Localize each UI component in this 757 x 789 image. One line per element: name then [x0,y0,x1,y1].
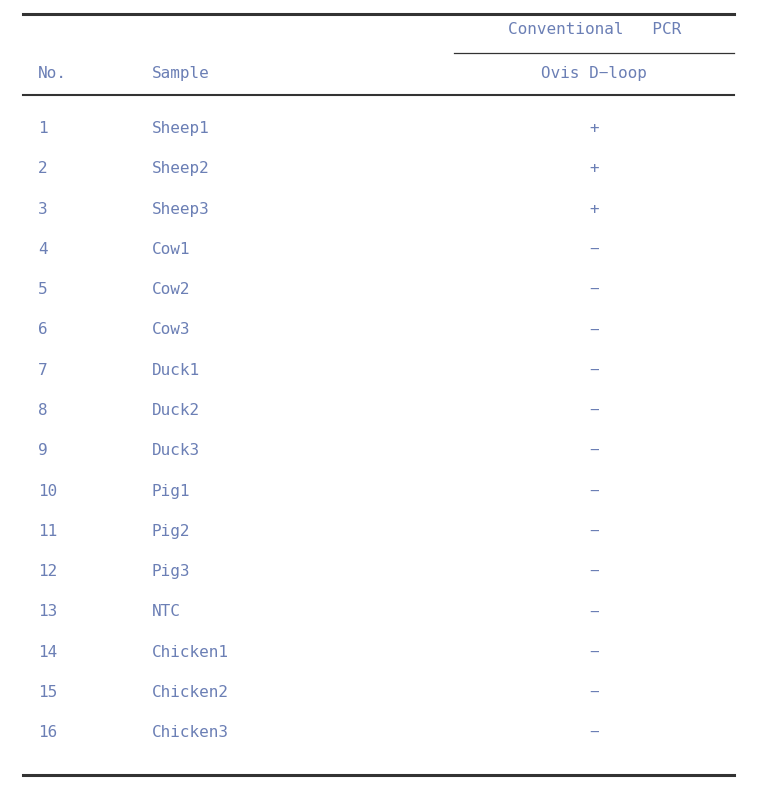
Text: −: − [590,685,599,700]
Text: −: − [590,282,599,297]
Text: −: − [590,524,599,539]
Text: 11: 11 [38,524,57,539]
Text: −: − [590,484,599,499]
Text: Duck3: Duck3 [151,443,200,458]
Text: Pig3: Pig3 [151,564,190,579]
Text: +: + [590,161,599,176]
Text: Conventional   PCR: Conventional PCR [508,21,681,37]
Text: Duck1: Duck1 [151,363,200,378]
Text: −: − [590,725,599,740]
Text: Cow2: Cow2 [151,282,190,297]
Text: −: − [590,363,599,378]
Text: 6: 6 [38,323,48,338]
Text: 8: 8 [38,403,48,418]
Text: +: + [590,121,599,136]
Text: Chicken2: Chicken2 [151,685,229,700]
Text: −: − [590,645,599,660]
Text: −: − [590,323,599,338]
Text: 14: 14 [38,645,57,660]
Text: Chicken3: Chicken3 [151,725,229,740]
Text: Chicken1: Chicken1 [151,645,229,660]
Text: Sheep1: Sheep1 [151,121,209,136]
Text: −: − [590,403,599,418]
Text: 16: 16 [38,725,57,740]
Text: 9: 9 [38,443,48,458]
Text: −: − [590,564,599,579]
Text: 13: 13 [38,604,57,619]
Text: 15: 15 [38,685,57,700]
Text: 1: 1 [38,121,48,136]
Text: Pig1: Pig1 [151,484,190,499]
Text: −: − [590,604,599,619]
Text: 3: 3 [38,201,48,217]
Text: 4: 4 [38,242,48,257]
Text: 2: 2 [38,161,48,176]
Text: 12: 12 [38,564,57,579]
Text: Duck2: Duck2 [151,403,200,418]
Text: Cow3: Cow3 [151,323,190,338]
Text: Pig2: Pig2 [151,524,190,539]
Text: Cow1: Cow1 [151,242,190,257]
Text: No.: No. [38,65,67,81]
Text: −: − [590,242,599,257]
Text: 10: 10 [38,484,57,499]
Text: +: + [590,201,599,217]
Text: 7: 7 [38,363,48,378]
Text: Sheep2: Sheep2 [151,161,209,176]
Text: Ovis D−loop: Ovis D−loop [541,65,647,81]
Text: NTC: NTC [151,604,180,619]
Text: 5: 5 [38,282,48,297]
Text: −: − [590,443,599,458]
Text: Sheep3: Sheep3 [151,201,209,217]
Text: Sample: Sample [151,65,209,81]
